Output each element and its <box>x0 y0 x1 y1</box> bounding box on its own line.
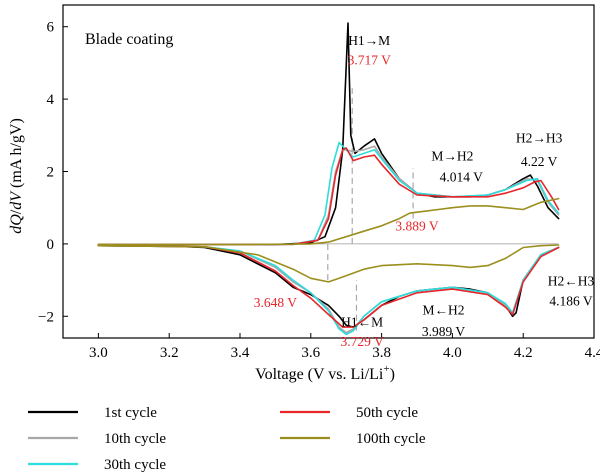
peak-annotation: 3.717 V <box>348 53 392 68</box>
legend-label-30th-cycle: 30th cycle <box>104 457 166 473</box>
peak-annotation: 3.648 V <box>254 295 298 310</box>
x-tick-label: 3.8 <box>372 345 391 361</box>
series-line-30th-cycle-charge <box>97 141 560 246</box>
y-tick-label: 2 <box>47 165 55 181</box>
series-line-10th-cycle-discharge <box>97 244 560 334</box>
legend-label-10th-cycle: 10th cycle <box>104 431 166 447</box>
legend: 1st cycle 10th cycle 30th cycle 50th cycle 1… <box>28 405 426 473</box>
x-axis-label: Voltage (V vs. Li/Li+) <box>255 363 395 383</box>
peak-annotation: 3.729 V <box>340 334 384 349</box>
series-line-1st-cycle-charge <box>97 22 560 246</box>
peak-annotation: 3.889 V <box>395 218 439 233</box>
series-line-50th-cycle-charge <box>97 147 560 246</box>
peak-annotation: M→H2 <box>431 149 473 164</box>
peak-annotation: H1←M <box>341 314 383 329</box>
series-line-50th-cycle-discharge <box>97 244 560 328</box>
plot-area-border <box>62 4 595 339</box>
peak-annotation: H1→M <box>348 33 390 48</box>
y-tick-label: 0 <box>47 237 55 253</box>
x-tick-label: 3.4 <box>231 345 250 361</box>
x-tick-label: 3.2 <box>160 345 179 361</box>
x-tick-label: 4.4 <box>585 345 600 361</box>
x-tick-label: 3.6 <box>301 345 320 361</box>
y-tick-label: 4 <box>47 92 55 108</box>
peak-annotation: 4.014 V <box>440 170 484 185</box>
legend-label-1st-cycle: 1st cycle <box>104 405 157 421</box>
x-tick-label: 4.0 <box>443 345 462 361</box>
series-line-100th-cycle-charge <box>97 197 560 246</box>
y-tick-label: −2 <box>38 309 54 325</box>
legend-label-100th-cycle: 100th cycle <box>356 431 426 447</box>
peak-annotation: H2←H3 <box>548 274 595 289</box>
chart-title: Blade coating <box>85 31 173 48</box>
peak-annotation: M←H2 <box>423 302 465 317</box>
series-line-100th-cycle-discharge <box>97 244 560 283</box>
plot-frame <box>62 4 595 339</box>
peak-annotation: H2→H3 <box>516 131 563 146</box>
peak-annotation: 4.22 V <box>521 154 558 169</box>
x-tick-label: 4.2 <box>514 345 533 361</box>
peak-annotation: 3.989 V <box>422 324 466 339</box>
legend-label-50th-cycle: 50th cycle <box>356 405 418 421</box>
series-line-30th-cycle-discharge <box>97 244 560 336</box>
peak-annotation: 4.186 V <box>549 293 593 308</box>
x-tick-label: 3.0 <box>89 345 108 361</box>
y-tick-label: 6 <box>47 20 55 36</box>
y-axis-label: dQ/dV (mA h/gV) <box>8 118 25 234</box>
